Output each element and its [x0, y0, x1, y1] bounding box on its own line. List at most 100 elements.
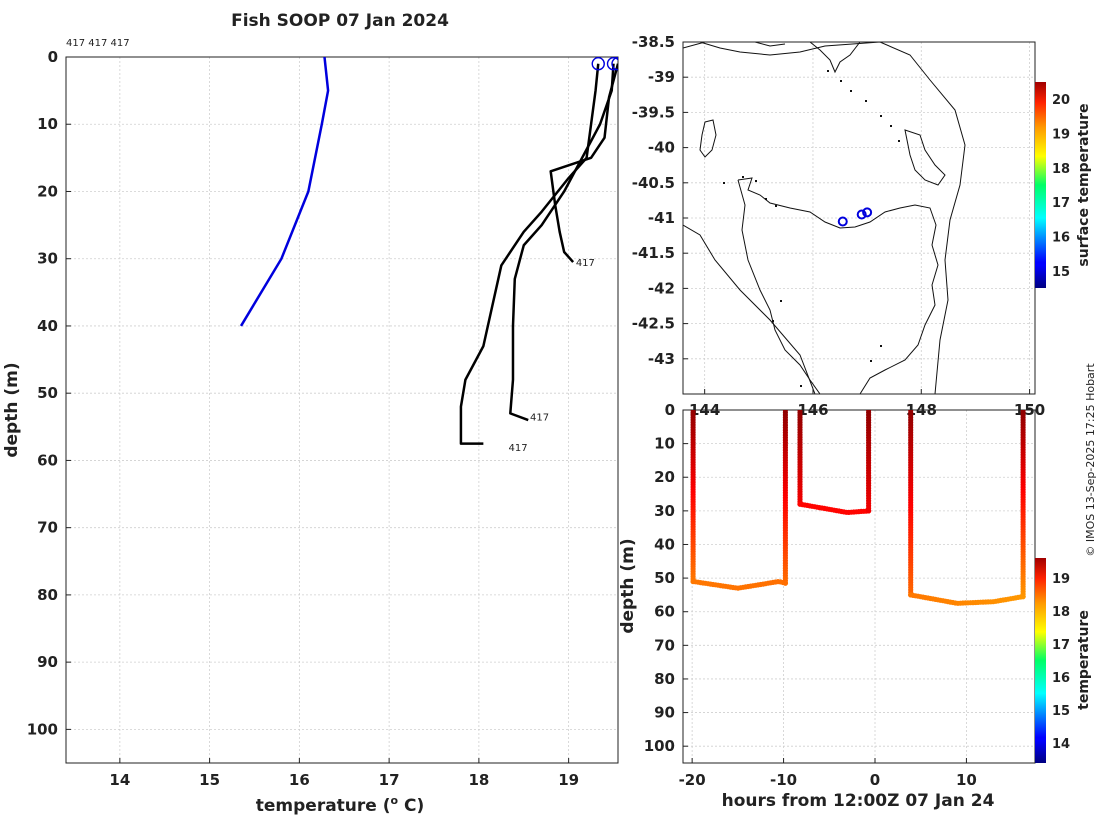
time-y-tick-label: 70: [654, 636, 675, 654]
islet: [890, 125, 892, 127]
surface-temperature-colorbar: [1035, 82, 1046, 288]
time-y-tick-label: 10: [654, 435, 675, 453]
islet: [765, 198, 767, 200]
profile-line: [549, 63, 618, 263]
surface-colorbar-tick-label: 19: [1052, 128, 1070, 143]
y-tick-label: 0: [48, 48, 58, 66]
map-y-tick-label: -42.5: [632, 315, 675, 333]
time-y-tick-label: 20: [654, 468, 675, 486]
surface-colorbar-tick-label: 15: [1052, 265, 1070, 280]
profile-label: 417: [530, 413, 549, 424]
islet: [755, 180, 757, 182]
time-x-tick-label: -20: [679, 771, 706, 789]
temperature-colorbar-ticks: 14 15 16 17 18 19: [1052, 572, 1070, 752]
temperature-colorbar-tick-label: 14: [1052, 737, 1070, 752]
surface-colorbar-ticks: 15 16 17 18 19 20: [1052, 93, 1070, 280]
y-tick-label: 40: [37, 317, 58, 335]
islet: [898, 140, 900, 142]
y-tick-label: 70: [37, 519, 58, 537]
tasmania-coastline: [737, 177, 939, 394]
profile-ticks: 14 15 16 17 18 19 0 10 20 30 40 50 60 70 80 90 100: [27, 48, 579, 789]
temperature-sample-dot: [1020, 410, 1026, 413]
time-depth-y-axis-label: depth (m): [618, 538, 638, 633]
shelf-contour-line: [683, 42, 966, 394]
y-tick-label: 10: [37, 115, 58, 133]
y-tick-label: 60: [37, 451, 58, 469]
surface-colorbar-tick-label: 20: [1052, 93, 1070, 108]
king-island: [699, 119, 717, 158]
y-tick-label: 50: [37, 384, 58, 402]
profile-start-marker: [591, 57, 605, 71]
profile-lines: 417 417 417: [239, 57, 618, 454]
time-y-tick-label: 0: [665, 401, 675, 419]
station-marker: [837, 216, 848, 227]
map-coastlines: [683, 42, 966, 394]
climatology-line: [239, 57, 330, 327]
profile-label: 417: [508, 443, 527, 454]
temperature-colorbar-label: temperature: [1076, 610, 1092, 710]
x-tick-label: 17: [379, 771, 400, 789]
map-stations: [837, 207, 873, 227]
time-depth-dots: [690, 410, 1026, 606]
x-label-superscript: o: [391, 794, 399, 807]
profile-axes-frame: [65, 56, 619, 764]
islet: [840, 80, 842, 82]
map-y-tick-label: -40.5: [632, 174, 675, 192]
x-tick-label: 16: [289, 771, 310, 789]
victoria-coastline: [683, 42, 861, 74]
map-y-tick-label: -38.5: [632, 33, 675, 51]
map-y-tick-label: -41.5: [632, 244, 675, 262]
profile-start-marker: [606, 57, 618, 71]
temperature-colorbar-tick-label: 18: [1052, 605, 1070, 620]
islet: [827, 70, 829, 72]
islet: [880, 115, 882, 117]
profile-line: [459, 63, 600, 445]
profile-label: 417: [576, 258, 595, 269]
islet: [780, 300, 782, 302]
profile-x-axis-label: temperature (o C): [256, 794, 425, 816]
map-y-tick-label: -42: [648, 279, 675, 297]
y-tick-label: 20: [37, 182, 58, 200]
time-y-tick-label: 40: [654, 535, 675, 553]
time-depth-x-axis-label: hours from 12:00Z 07 Jan 24: [722, 791, 995, 811]
y-tick-label: 100: [27, 720, 58, 738]
time-x-tick-label: 10: [956, 771, 977, 789]
islet: [870, 360, 872, 362]
map-y-tick-label: -41: [648, 209, 675, 227]
x-tick-label: 15: [199, 771, 220, 789]
profile-y-axis-label: depth (m): [2, 362, 22, 457]
profile-line: [509, 63, 615, 422]
time-x-tick-label: 0: [870, 771, 880, 789]
islet: [865, 100, 867, 102]
temperature-colorbar-tick-label: 15: [1052, 704, 1070, 719]
profile-start-marker: [611, 57, 618, 71]
temperature-colorbar-tick-label: 17: [1052, 638, 1070, 653]
map-ticks: 144 146 148 150-38.5-39-39.5-40-40.5-41-41.…: [632, 33, 1045, 419]
time-x-tick-label: -10: [770, 771, 797, 789]
station-marker: [862, 207, 873, 218]
temperature-sample-dot: [866, 410, 872, 413]
map-y-tick-label: -39: [648, 68, 675, 86]
time-y-tick-label: 50: [654, 569, 675, 587]
x-label-base: temperature (: [256, 796, 391, 816]
map-y-tick-label: -40: [648, 139, 675, 157]
x-tick-label: 14: [109, 771, 130, 789]
time-y-tick-label: 100: [644, 737, 675, 755]
islet: [775, 205, 777, 207]
islet: [772, 320, 774, 322]
time-y-tick-label: 90: [654, 704, 675, 722]
time-y-tick-label: 80: [654, 670, 675, 688]
islet: [850, 90, 852, 92]
x-label-tail: C): [398, 796, 424, 816]
x-tick-label: 19: [558, 771, 579, 789]
temperature-colorbar-tick-label: 16: [1052, 671, 1070, 686]
surface-colorbar-tick-label: 18: [1052, 162, 1070, 177]
temperature-colorbar: [1035, 558, 1046, 763]
map-y-tick-label: -39.5: [632, 103, 675, 121]
islet: [723, 182, 725, 184]
y-tick-label: 90: [37, 653, 58, 671]
chart-title: Fish SOOP 07 Jan 2024: [231, 11, 449, 31]
